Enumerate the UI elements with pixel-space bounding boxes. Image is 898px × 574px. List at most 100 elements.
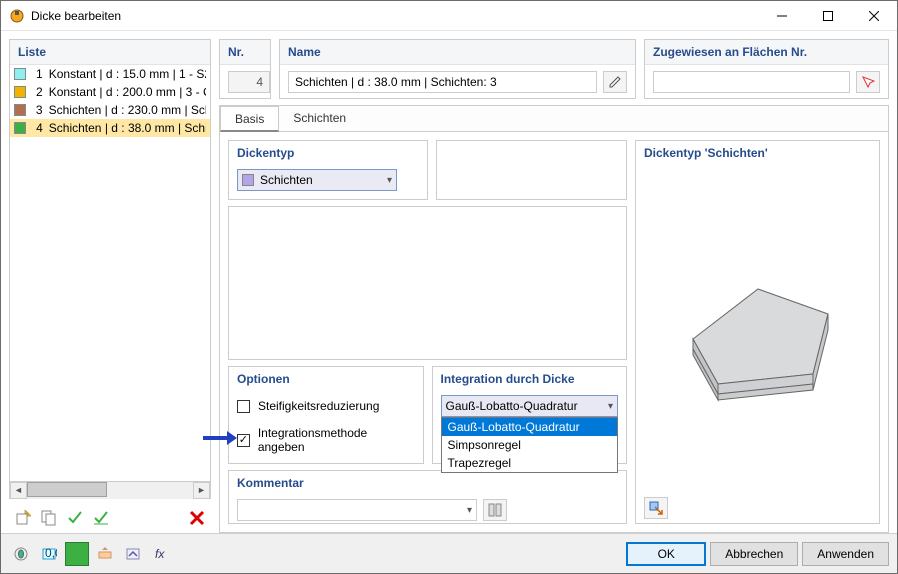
help-button[interactable] bbox=[9, 542, 33, 566]
integration-option[interactable]: Gauß-Lobatto-Quadratur bbox=[442, 418, 618, 436]
svg-text:0,00: 0,00 bbox=[45, 546, 57, 560]
maximize-button[interactable] bbox=[805, 1, 851, 31]
dialog-window: Dicke bearbeiten Liste 1 Konstant | d : 1… bbox=[0, 0, 898, 574]
list-item-swatch bbox=[14, 122, 26, 134]
list-item-label: Konstant | d : 15.0 mm | 1 - S235 bbox=[49, 67, 206, 81]
main-panel: BasisSchichten Dickentyp Schichten ▾ bbox=[219, 105, 889, 533]
edit-name-button[interactable] bbox=[603, 71, 627, 93]
mid-right: Dickentyp 'Schichten' bbox=[635, 140, 880, 524]
integration-value: Gauß-Lobatto-Quadratur bbox=[446, 399, 602, 413]
assigned-header: Zugewiesen an Flächen Nr. bbox=[645, 40, 888, 65]
dickentyp-header: Dickentyp bbox=[229, 141, 427, 165]
tool-button-3[interactable]: fx bbox=[149, 542, 173, 566]
cancel-button[interactable]: Abbrechen bbox=[710, 542, 798, 566]
integration-option[interactable]: Trapezregel bbox=[442, 454, 618, 472]
tab-basis[interactable]: Basis bbox=[220, 106, 279, 132]
dickentyp-select[interactable]: Schichten ▾ bbox=[237, 169, 397, 191]
pick-surface-button[interactable] bbox=[856, 71, 880, 93]
dickentyp-swatch bbox=[242, 174, 254, 186]
dickentyp-group: Dickentyp Schichten ▾ bbox=[228, 140, 428, 200]
nr-input[interactable] bbox=[228, 71, 270, 93]
dialog-body: Liste 1 Konstant | d : 15.0 mm | 1 - S235… bbox=[1, 31, 897, 533]
list-toolbar bbox=[9, 503, 211, 533]
list-item-label: Schichten | d : 230.0 mm | Schich bbox=[49, 103, 206, 117]
list-item[interactable]: 3 Schichten | d : 230.0 mm | Schich bbox=[10, 101, 210, 119]
schichten-preview-icon bbox=[663, 244, 853, 414]
color-button[interactable] bbox=[65, 542, 89, 566]
opt-steifigkeit-label: Steifigkeitsreduzierung bbox=[258, 399, 379, 413]
tool-button-1[interactable] bbox=[93, 542, 117, 566]
opt-integration-row[interactable]: ✓ Integrationsmethode angeben bbox=[237, 429, 415, 451]
left-column: Liste 1 Konstant | d : 15.0 mm | 1 - S235… bbox=[9, 39, 211, 533]
check-button-1[interactable] bbox=[63, 506, 87, 530]
opt-steifigkeit-checkbox[interactable] bbox=[237, 400, 250, 413]
list-item-swatch bbox=[14, 68, 26, 80]
name-input[interactable] bbox=[288, 71, 597, 93]
kommentar-group: Kommentar ▾ bbox=[228, 470, 627, 524]
chevron-down-icon: ▾ bbox=[608, 401, 613, 412]
integration-option[interactable]: Simpsonregel bbox=[442, 436, 618, 454]
mid-left: Dickentyp Schichten ▾ bbox=[228, 140, 627, 524]
list-item-num: 1 bbox=[32, 67, 43, 81]
kommentar-header: Kommentar bbox=[229, 471, 626, 495]
tab-schichten[interactable]: Schichten bbox=[279, 106, 360, 131]
check-button-2[interactable] bbox=[89, 506, 113, 530]
opt-integration-label: Integrationsmethode angeben bbox=[258, 426, 415, 454]
list-item-label: Schichten | d : 38.0 mm | Schicht bbox=[49, 121, 206, 135]
preview-expand-button[interactable] bbox=[644, 497, 668, 519]
scroll-left-button[interactable]: ◄ bbox=[10, 482, 27, 499]
name-panel: Name bbox=[279, 39, 636, 99]
list-item[interactable]: 4 Schichten | d : 38.0 mm | Schicht bbox=[10, 119, 210, 137]
list-item[interactable]: 1 Konstant | d : 15.0 mm | 1 - S235 bbox=[10, 65, 210, 83]
chevron-down-icon: ▾ bbox=[467, 505, 472, 516]
delete-button[interactable] bbox=[185, 506, 209, 530]
list-item-num: 4 bbox=[32, 121, 43, 135]
list-body[interactable]: 1 Konstant | d : 15.0 mm | 1 - S235 2Konst… bbox=[10, 65, 210, 481]
kommentar-select[interactable]: ▾ bbox=[237, 499, 477, 521]
list-item-num: 3 bbox=[32, 103, 43, 117]
right-column: Nr. Name Zugewiesen an Flächen Nr. bbox=[219, 39, 889, 533]
preview-group: Dickentyp 'Schichten' bbox=[635, 140, 880, 524]
top-row: Nr. Name Zugewiesen an Flächen Nr. bbox=[219, 39, 889, 99]
opt-integration-checkbox[interactable]: ✓ bbox=[237, 434, 250, 447]
list-header: Liste bbox=[10, 40, 210, 65]
list-panel: Liste 1 Konstant | d : 15.0 mm | 1 - S235… bbox=[9, 39, 211, 499]
scroll-track[interactable] bbox=[27, 482, 193, 499]
assigned-input[interactable] bbox=[653, 71, 850, 93]
titlebar: Dicke bearbeiten bbox=[1, 1, 897, 31]
preview-canvas bbox=[636, 165, 879, 493]
nr-header: Nr. bbox=[220, 40, 270, 65]
scroll-thumb[interactable] bbox=[27, 482, 107, 497]
apply-button[interactable]: Anwenden bbox=[802, 542, 889, 566]
list-hscrollbar[interactable]: ◄ ► bbox=[10, 481, 210, 498]
empty-mid-group bbox=[228, 206, 627, 360]
preview-header: Dickentyp 'Schichten' bbox=[636, 141, 879, 165]
callout-arrow-icon bbox=[203, 429, 237, 447]
units-button[interactable]: 0,00 bbox=[37, 542, 61, 566]
new-button[interactable] bbox=[11, 506, 35, 530]
chevron-down-icon: ▾ bbox=[387, 175, 392, 186]
list-item[interactable]: 2Konstant | d : 200.0 mm | 3 - C30 bbox=[10, 83, 210, 101]
list-item-label: Konstant | d : 200.0 mm | 3 - C30 bbox=[49, 85, 206, 99]
dickentyp-value: Schichten bbox=[260, 173, 381, 187]
svg-text:fx: fx bbox=[155, 547, 165, 561]
integration-header: Integration durch Dicke bbox=[433, 367, 627, 391]
kommentar-library-button[interactable] bbox=[483, 499, 507, 521]
optionen-header: Optionen bbox=[229, 367, 423, 391]
scroll-right-button[interactable]: ► bbox=[193, 482, 210, 499]
ok-button[interactable]: OK bbox=[626, 542, 706, 566]
copy-button[interactable] bbox=[37, 506, 61, 530]
list-item-swatch bbox=[14, 104, 26, 116]
opt-steifigkeit-row[interactable]: Steifigkeitsreduzierung bbox=[237, 395, 415, 417]
tool-button-2[interactable] bbox=[121, 542, 145, 566]
minimize-button[interactable] bbox=[759, 1, 805, 31]
nr-panel: Nr. bbox=[219, 39, 271, 99]
tab-row: BasisSchichten bbox=[220, 106, 888, 132]
integration-select[interactable]: Gauß-Lobatto-Quadratur ▾ Gauß-Lobatto-Qu… bbox=[441, 395, 619, 417]
empty-top-group bbox=[436, 140, 627, 200]
integration-dropdown-list[interactable]: Gauß-Lobatto-QuadraturSimpsonregelTrapez… bbox=[441, 417, 619, 473]
name-header: Name bbox=[280, 40, 635, 65]
optionen-group: Optionen Steifigkeitsreduzierung bbox=[228, 366, 424, 464]
close-button[interactable] bbox=[851, 1, 897, 31]
list-item-swatch bbox=[14, 86, 26, 98]
